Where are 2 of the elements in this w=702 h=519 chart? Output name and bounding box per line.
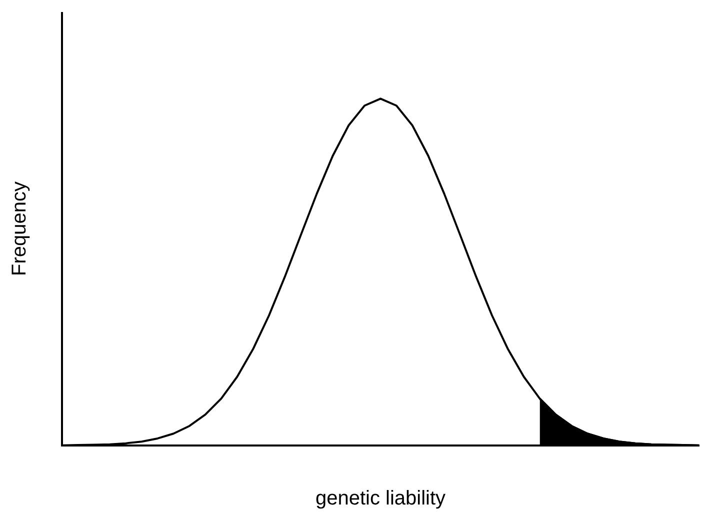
- y-axis-title: Frequency: [8, 181, 31, 276]
- x-axis-title: genetic liability: [315, 488, 446, 510]
